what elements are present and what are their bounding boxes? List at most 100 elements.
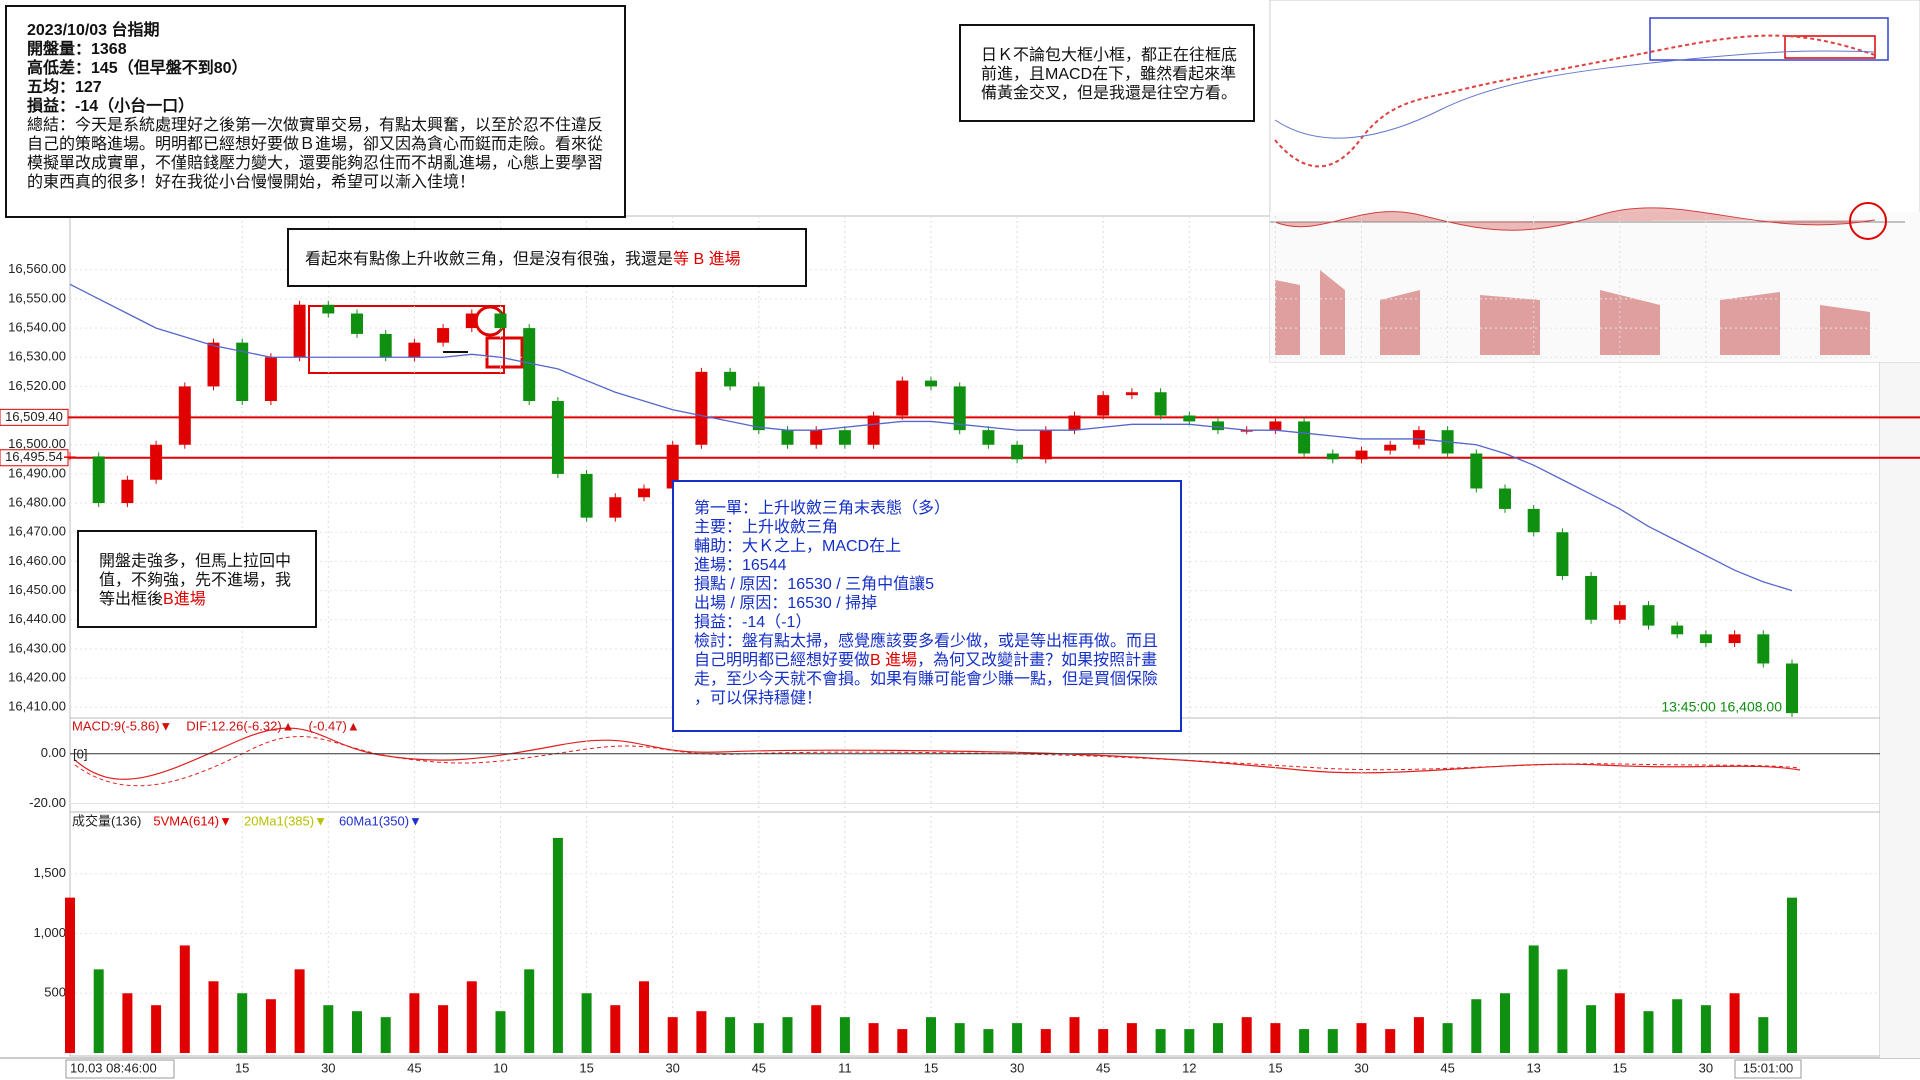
note-line: 主要：上升收斂三角 — [694, 519, 839, 536]
note-line: 的東西真的很多！好在我從小台慢慢開始，希望可以漸入佳境！ — [27, 174, 476, 191]
volume-bar — [294, 969, 305, 1053]
volume-bar — [1270, 1023, 1281, 1053]
cursor-label-box — [1734, 1059, 1802, 1079]
volume-bar — [839, 1017, 850, 1053]
volume-bar — [122, 993, 133, 1053]
note-line: 損益：-14（小台一口） — [27, 98, 195, 115]
volume-bar — [208, 981, 219, 1053]
y-tick-label: 16,540.00 — [8, 320, 66, 335]
note-line: 值，不夠強，先不進場，我 — [99, 572, 292, 589]
note-text: ，為何又改變計畫？如果按照計畫 — [917, 652, 1158, 669]
candle — [494, 313, 507, 329]
cursor-label: 15:01:00 — [1743, 1060, 1794, 1075]
candle — [1298, 421, 1311, 454]
candle — [1786, 663, 1798, 714]
note-line: 進場：16544 — [694, 557, 787, 574]
volume-bar — [93, 969, 104, 1053]
macd-header: (-0.47)▲ — [309, 718, 360, 733]
ref-label-box — [0, 408, 69, 426]
note-line: 自己明明都已經想好要做B 進場，為何又改變計畫？如果按照計畫 — [694, 651, 1160, 670]
volume-bar — [1471, 999, 1482, 1053]
volume-bar — [1758, 1017, 1769, 1053]
candle — [925, 380, 937, 387]
y-tick-label: 16,420.00 — [8, 670, 66, 685]
candle — [1183, 415, 1196, 422]
candle — [1326, 453, 1339, 460]
candle — [1068, 415, 1081, 431]
volume-bar — [1672, 999, 1683, 1053]
x-tick-label: 15 — [579, 1060, 593, 1075]
candle — [1728, 634, 1741, 644]
x-tick-label: 45 — [752, 1060, 766, 1075]
volume-bar — [639, 981, 649, 1053]
volume-tick-label: 500 — [44, 985, 66, 1000]
volume-bar — [1528, 945, 1539, 1053]
volume-bar — [868, 1023, 879, 1053]
volume-bar — [265, 999, 276, 1053]
candle — [293, 304, 306, 358]
candle — [867, 415, 880, 445]
volume-bar — [1356, 1023, 1367, 1053]
candle — [322, 304, 335, 314]
volume-bar — [552, 837, 563, 1053]
x-tick-label: 10 — [493, 1060, 507, 1075]
candle — [695, 371, 708, 445]
volume-header: 60Ma1(350)▼ — [339, 813, 422, 828]
y-tick-label: 16,550.00 — [8, 290, 66, 305]
ma-line — [69, 283, 1793, 592]
x-tick-label: 15 — [235, 1060, 249, 1075]
volume-bar — [782, 1017, 793, 1053]
x-tick-label: 45 — [1096, 1060, 1110, 1075]
note-line: 高低差：145（但早盤不到80） — [27, 60, 248, 77]
volume-bar — [1500, 993, 1510, 1053]
note-line: 五均：127 — [27, 79, 102, 96]
volume-bar — [1787, 897, 1797, 1053]
note-line: 2023/10/03 台指期 — [27, 22, 160, 39]
note-text: 等 B 進場 — [673, 251, 741, 268]
x-tick-label: 15 — [1613, 1060, 1627, 1075]
candle — [121, 479, 134, 504]
volume-bar — [380, 1017, 391, 1053]
candle — [236, 342, 249, 401]
candle — [1154, 392, 1167, 416]
candle — [1699, 634, 1712, 644]
y-tick-label: 16,460.00 — [8, 553, 66, 568]
x-tick-label: 30 — [1699, 1060, 1713, 1075]
note-line: 自己的策略進場。明明都已經想好要做Ｂ進場，卻又因為貪心而鋌而走險。看來從 — [27, 136, 604, 153]
x-tick-label: 15 — [924, 1060, 938, 1075]
note-line: 第一單：上升收斂三角末表態（多） — [694, 500, 951, 517]
y-tick-label: 16,530.00 — [8, 349, 66, 364]
y-tick-label: 16,410.00 — [8, 699, 66, 714]
volume-header: 成交量(136) — [72, 813, 141, 828]
candle — [264, 357, 277, 401]
volume-bar — [753, 1023, 764, 1053]
dif-line — [74, 727, 1801, 780]
time-label-box — [65, 1059, 175, 1079]
y-tick-label: 16,450.00 — [8, 582, 66, 597]
note-text: B 進場 — [870, 652, 918, 669]
volume-bar — [1700, 1005, 1711, 1053]
volume-bar — [1241, 1017, 1252, 1053]
note-line: 輔助：大Ｋ之上，MACD在上 — [694, 538, 902, 555]
candle — [207, 342, 220, 387]
note-text: 自己明明都已經想好要做 — [694, 652, 871, 669]
x-tick-label: 15 — [1268, 1060, 1282, 1075]
volume-bar — [1413, 1017, 1424, 1053]
volume-bar — [466, 981, 477, 1053]
volume-bar — [179, 945, 190, 1053]
daily-note: 日Ｋ不論包大框小框，都正在往框底 前進，且MACD在下，雖然看起來準 備黃金交叉，但… — [959, 24, 1255, 122]
volume-bar — [1213, 1023, 1223, 1053]
volume-bar — [1069, 1017, 1080, 1053]
candle — [1011, 444, 1024, 460]
note-line: 損點 / 原因：16530 / 三角中值讓5 — [694, 576, 935, 593]
candle — [638, 488, 650, 498]
candle — [551, 401, 564, 474]
candle — [982, 430, 995, 445]
volume-bar — [524, 969, 535, 1053]
exit-box — [485, 336, 524, 369]
candle — [1125, 392, 1138, 396]
volume-bar — [1643, 1011, 1654, 1053]
volume-bar — [1155, 1029, 1166, 1053]
note-line: 等出框後B進場 — [99, 590, 295, 609]
